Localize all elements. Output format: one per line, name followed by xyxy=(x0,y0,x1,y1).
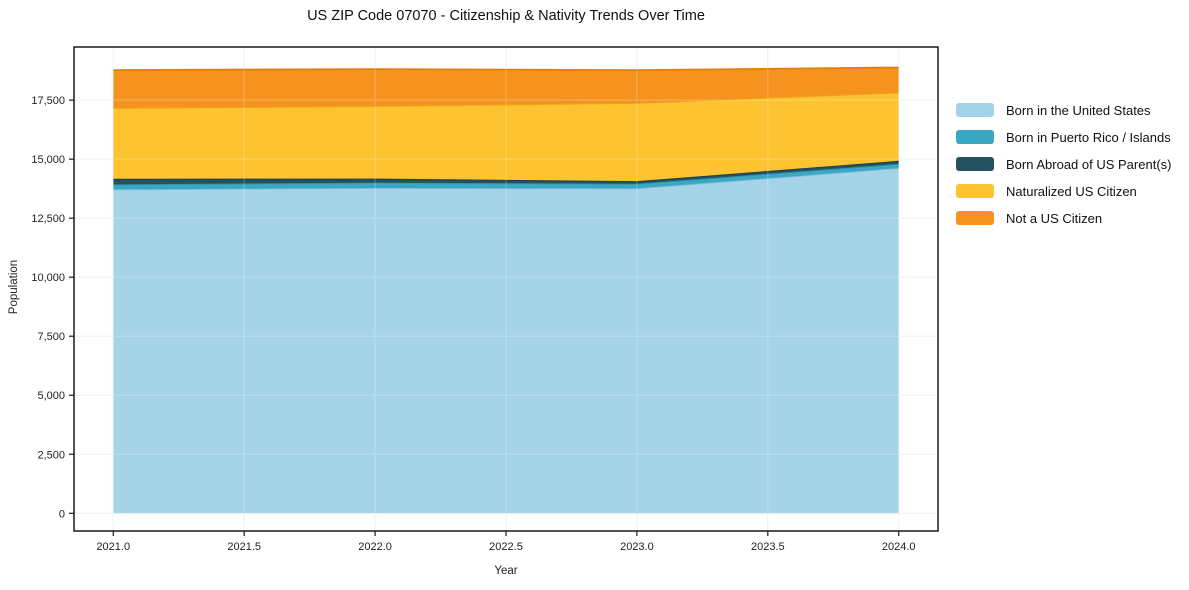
area-series-2 xyxy=(113,160,899,185)
x-tick-label: 2023.5 xyxy=(751,541,785,553)
x-tick-label: 2024.0 xyxy=(882,541,916,553)
x-tick-label: 2022.5 xyxy=(489,541,523,553)
x-tick-label: 2023.0 xyxy=(620,541,654,553)
x-tick-label: 2021.0 xyxy=(96,541,130,553)
legend-swatch-naturalized xyxy=(956,184,994,198)
legend-item-naturalized: Naturalized US Citizen xyxy=(956,182,1171,200)
area-topline-4 xyxy=(113,66,899,72)
area-series-4 xyxy=(113,67,899,108)
y-tick-label: 7,500 xyxy=(37,331,65,343)
x-tick-label: 2021.5 xyxy=(227,541,261,553)
stacked-areas xyxy=(113,66,899,514)
legend-swatch-not-citizen xyxy=(956,211,994,225)
y-tick-label: 12,500 xyxy=(31,213,65,225)
legend-item-born-abroad: Born Abroad of US Parent(s) xyxy=(956,155,1171,173)
legend-label: Born Abroad of US Parent(s) xyxy=(1006,156,1172,172)
area-series-1 xyxy=(113,163,899,190)
y-tick-label: 15,000 xyxy=(31,154,65,166)
area-series-3 xyxy=(113,92,899,182)
legend-swatch-puerto-rico xyxy=(956,130,994,144)
legend-item-not-citizen: Not a US Citizen xyxy=(956,209,1171,227)
legend-label: Naturalized US Citizen xyxy=(1006,183,1137,199)
y-tick-label: 5,000 xyxy=(37,390,65,402)
x-axis-label: Year xyxy=(494,565,518,577)
legend-label: Born in the United States xyxy=(1006,102,1151,118)
y-tick-label: 0 xyxy=(59,508,65,520)
legend-swatch-born-abroad xyxy=(956,157,994,171)
legend-label: Born in Puerto Rico / Islands xyxy=(1006,129,1171,145)
gridline-overlay xyxy=(74,47,938,531)
legend-item-born-us: Born in the United States xyxy=(956,101,1171,119)
y-tick-label: 10,000 xyxy=(31,272,65,284)
x-tick-label: 2022.0 xyxy=(358,541,392,553)
legend-item-puerto-rico: Born in Puerto Rico / Islands xyxy=(956,128,1171,146)
y-tick-label: 17,500 xyxy=(31,95,65,107)
legend-swatch-born-us xyxy=(956,103,994,117)
y-axis-label: Population xyxy=(8,259,20,315)
area-series-0 xyxy=(113,168,899,514)
chart-legend: Born in the United States Born in Puerto… xyxy=(956,101,1171,227)
y-tick-label: 2,500 xyxy=(37,449,65,461)
chart-title: US ZIP Code 07070 - Citizenship & Nativi… xyxy=(307,8,705,24)
axis-ticks: 0 2,500 5,000 7,500 10,000 12,500 15,000 17,500… xyxy=(31,95,915,553)
legend-label: Not a US Citizen xyxy=(1006,210,1103,226)
